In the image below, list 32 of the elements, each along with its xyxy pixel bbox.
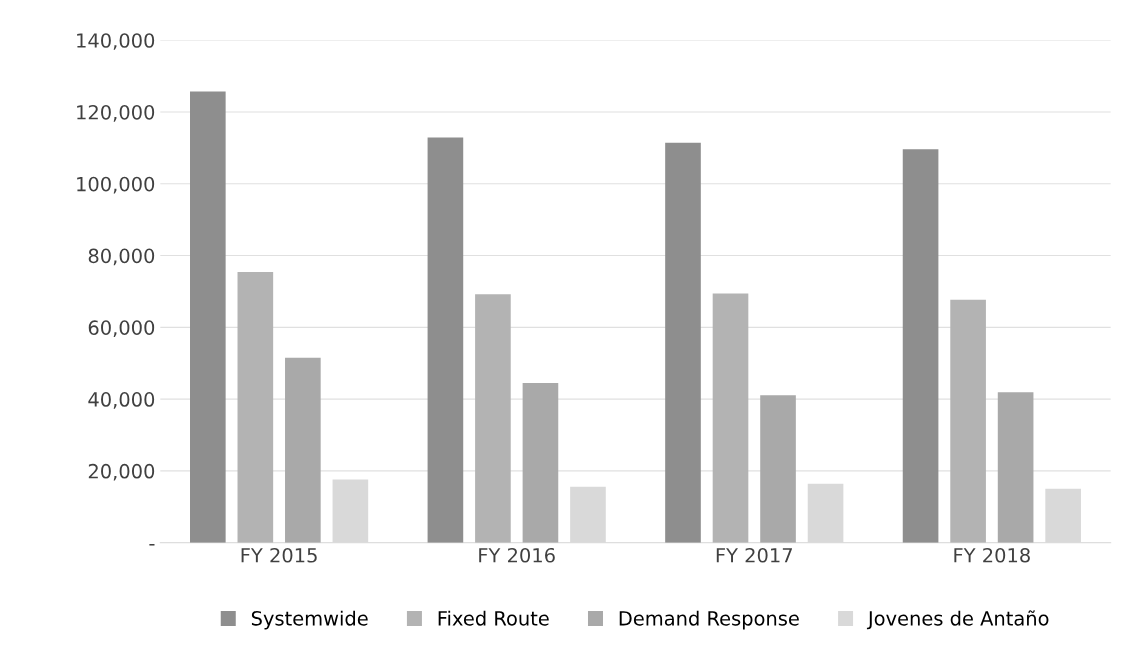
- bar: [285, 357, 321, 543]
- y-tick-label: 80,000: [88, 248, 155, 266]
- x-tick-label: FY 2015: [241, 547, 317, 563]
- x-tick-label: FY 2016: [479, 547, 555, 563]
- legend-label: Jovenes de Antaño: [866, 610, 1049, 630]
- y-tick-label: 40,000: [88, 392, 155, 409]
- bar: [332, 479, 369, 543]
- y-tick-label: -: [149, 543, 155, 546]
- legend-label: Demand Response: [619, 610, 799, 630]
- bar: [427, 137, 464, 543]
- bar: [190, 91, 226, 543]
- bar: [665, 142, 701, 543]
- bar: [902, 149, 939, 543]
- x-tick-label: FY 2018: [954, 547, 1030, 563]
- x-tick-label: FY 2017: [716, 547, 792, 563]
- y-tick-label: 60,000: [88, 320, 155, 337]
- bar: [760, 395, 796, 543]
- y-tick-label: 120,000: [77, 104, 155, 122]
- bar: [950, 299, 986, 543]
- y-tick-label: 20,000: [88, 463, 155, 481]
- legend-label: Fixed Route: [438, 610, 549, 626]
- bar: [475, 294, 511, 543]
- bar: [237, 272, 274, 543]
- bar: [712, 293, 749, 543]
- bar: [997, 392, 1034, 543]
- y-tick-label: 100,000: [77, 176, 155, 194]
- bar: [570, 486, 606, 543]
- bar: [522, 382, 559, 543]
- legend-label: Systemwide: [251, 610, 368, 630]
- bar: [1045, 488, 1081, 543]
- y-tick-label: 140,000: [77, 33, 155, 50]
- bar: [807, 483, 844, 543]
